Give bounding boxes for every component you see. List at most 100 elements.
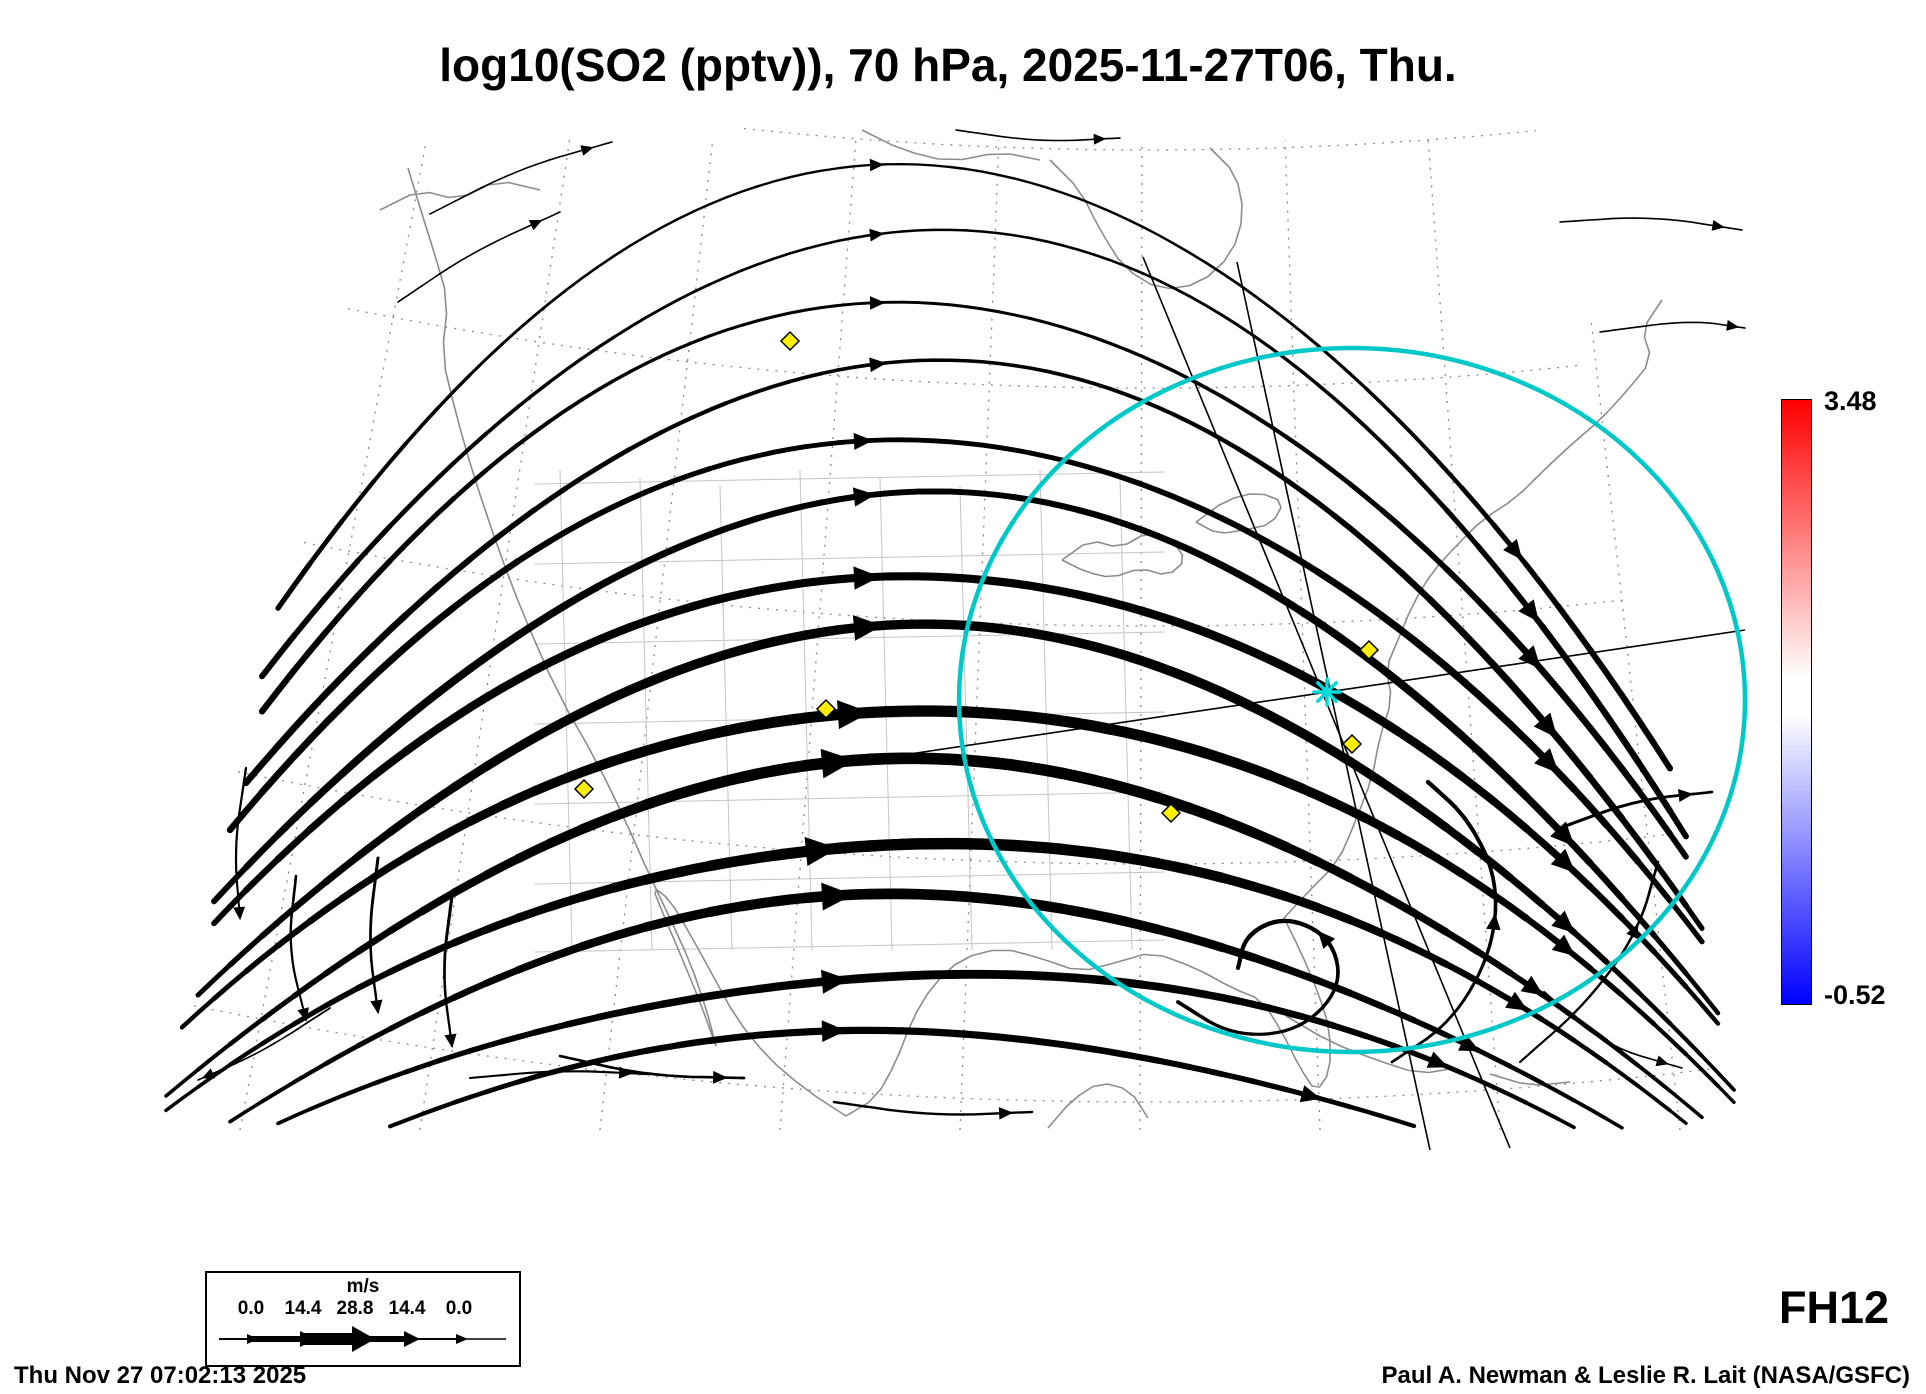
streamline bbox=[1188, 295, 1224, 317]
streamline bbox=[450, 926, 490, 947]
streamline bbox=[928, 889, 972, 903]
streamline bbox=[1599, 330, 1605, 333]
streamline bbox=[1667, 831, 1689, 860]
state-border bbox=[534, 939, 1166, 953]
streamline bbox=[1409, 799, 1451, 832]
streamline bbox=[586, 1070, 611, 1074]
streamline bbox=[740, 257, 776, 272]
coastline bbox=[1489, 1073, 1571, 1086]
streamline bbox=[1667, 898, 1705, 945]
coastline-layer bbox=[379, 129, 1663, 1129]
streamline bbox=[1667, 808, 1689, 840]
streamline bbox=[1475, 978, 1513, 1003]
streamline bbox=[1490, 761, 1530, 801]
streamline bbox=[1235, 1030, 1255, 1036]
station-diamond-marker bbox=[1358, 639, 1380, 661]
streamline bbox=[579, 503, 617, 526]
streamline bbox=[242, 770, 247, 782]
streamline bbox=[546, 942, 586, 962]
streamline bbox=[820, 165, 856, 172]
streamline bbox=[1234, 997, 1274, 1012]
streamline bbox=[458, 187, 482, 200]
streamline bbox=[374, 860, 379, 872]
streamline bbox=[819, 494, 857, 506]
streamline bbox=[771, 444, 809, 455]
legend-arrowhead bbox=[352, 1326, 375, 1352]
streamline bbox=[673, 654, 715, 676]
timestamp-label: Thu Nov 27 07:02:13 2025 bbox=[14, 1362, 307, 1389]
streamline bbox=[689, 593, 731, 611]
streamline bbox=[297, 987, 303, 1005]
streamline bbox=[1545, 993, 1555, 1002]
streamline bbox=[593, 623, 635, 645]
streamline bbox=[1571, 1014, 1609, 1044]
streamline bbox=[996, 310, 1032, 320]
streamline bbox=[1313, 903, 1355, 925]
streamline bbox=[529, 650, 571, 675]
streamline bbox=[955, 129, 961, 132]
streamline bbox=[948, 165, 984, 173]
streamline bbox=[1218, 515, 1258, 538]
meridian-line bbox=[959, 139, 1000, 1131]
streamline bbox=[525, 159, 550, 170]
streamline bbox=[1604, 1116, 1624, 1130]
streamline bbox=[164, 1085, 200, 1113]
streamline bbox=[995, 444, 1033, 456]
streamline bbox=[1573, 995, 1591, 1014]
streamline-arrowhead bbox=[580, 145, 594, 156]
streamline bbox=[960, 891, 1004, 905]
streamline-arrowhead bbox=[852, 487, 876, 507]
streamline bbox=[1152, 858, 1196, 876]
streamline bbox=[964, 229, 1000, 235]
streamline bbox=[1634, 758, 1674, 815]
streamline-arrowhead bbox=[618, 1066, 633, 1079]
streamline bbox=[594, 1007, 634, 1021]
streamline bbox=[612, 361, 648, 383]
streamline bbox=[1524, 1100, 1560, 1121]
streamline bbox=[354, 927, 394, 955]
streamline bbox=[291, 1061, 329, 1085]
streamline bbox=[1121, 916, 1163, 935]
streamline bbox=[1647, 877, 1655, 894]
streamline bbox=[561, 635, 603, 659]
streamline bbox=[227, 933, 265, 968]
streamline bbox=[447, 906, 452, 923]
station-diamond-marker bbox=[779, 330, 801, 352]
streamline bbox=[887, 1108, 915, 1114]
streamline bbox=[602, 141, 612, 146]
streamline bbox=[1201, 628, 1243, 650]
streamline bbox=[1232, 758, 1276, 781]
streamline bbox=[1570, 704, 1610, 752]
streamline bbox=[1705, 322, 1722, 326]
streamline bbox=[820, 365, 856, 376]
streamline bbox=[1361, 706, 1403, 736]
streamline-arrowhead bbox=[869, 228, 885, 242]
legend-arrowhead bbox=[247, 1334, 259, 1344]
streamline bbox=[473, 1075, 486, 1079]
streamline-arrowhead bbox=[1678, 789, 1694, 802]
streamline bbox=[1250, 953, 1290, 973]
streamline bbox=[434, 556, 474, 590]
streamline bbox=[386, 953, 426, 976]
streamline bbox=[1234, 570, 1274, 596]
streamline bbox=[1522, 792, 1562, 833]
streamline bbox=[1220, 394, 1256, 418]
streamline bbox=[1586, 774, 1626, 822]
streamline bbox=[497, 666, 539, 693]
streamline bbox=[211, 864, 249, 905]
streamline bbox=[1506, 873, 1546, 908]
streamline bbox=[1363, 1033, 1401, 1051]
streamline bbox=[228, 1099, 264, 1124]
streamline bbox=[801, 625, 843, 640]
streamline bbox=[275, 918, 313, 949]
streamline bbox=[1490, 797, 1530, 833]
streamline bbox=[386, 629, 426, 665]
streamline-arrowhead bbox=[1551, 934, 1575, 956]
streamline-arrowhead bbox=[1534, 748, 1559, 774]
streamline bbox=[837, 1101, 851, 1106]
streamline bbox=[212, 1067, 227, 1075]
streamline bbox=[1170, 539, 1210, 561]
streamline bbox=[323, 948, 361, 977]
streamline bbox=[551, 211, 560, 217]
